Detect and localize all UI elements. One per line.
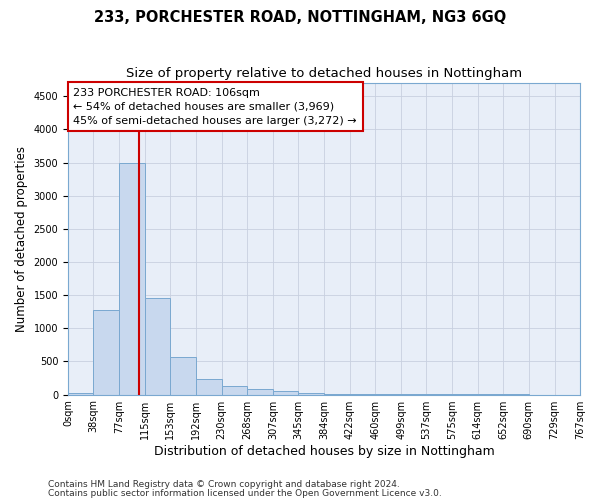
Text: Contains public sector information licensed under the Open Government Licence v3: Contains public sector information licen… — [48, 488, 442, 498]
Bar — [94, 310, 119, 394]
Bar — [68, 392, 94, 394]
Bar — [145, 298, 170, 394]
Text: 233 PORCHESTER ROAD: 106sqm
← 54% of detached houses are smaller (3,969)
45% of : 233 PORCHESTER ROAD: 106sqm ← 54% of det… — [73, 88, 357, 126]
Title: Size of property relative to detached houses in Nottingham: Size of property relative to detached ho… — [126, 68, 522, 80]
Bar — [196, 378, 221, 394]
Bar — [221, 386, 247, 394]
Bar — [119, 162, 145, 394]
Bar — [247, 388, 273, 394]
X-axis label: Distribution of detached houses by size in Nottingham: Distribution of detached houses by size … — [154, 444, 494, 458]
Y-axis label: Number of detached properties: Number of detached properties — [15, 146, 28, 332]
Text: 233, PORCHESTER ROAD, NOTTINGHAM, NG3 6GQ: 233, PORCHESTER ROAD, NOTTINGHAM, NG3 6G… — [94, 10, 506, 25]
Text: Contains HM Land Registry data © Crown copyright and database right 2024.: Contains HM Land Registry data © Crown c… — [48, 480, 400, 489]
Bar — [273, 392, 298, 394]
Bar — [170, 357, 196, 395]
